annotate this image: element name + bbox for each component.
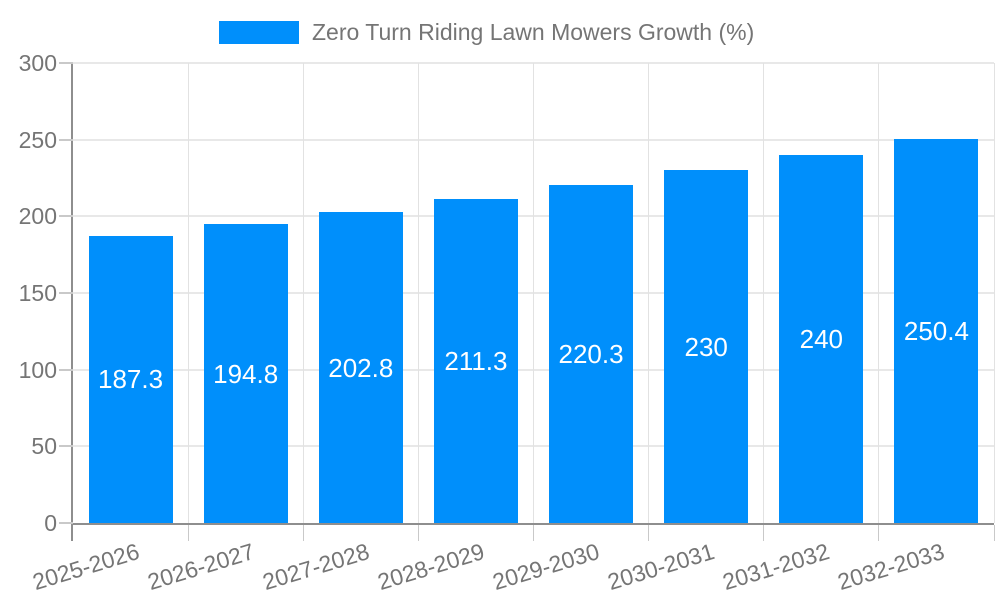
bar-value-label: 211.3 (444, 345, 508, 376)
y-axis-line (71, 63, 73, 541)
y-tick (59, 522, 73, 524)
legend-item[interactable]: Zero Turn Riding Lawn Mowers Growth (%) (219, 21, 754, 44)
x-axis-line (71, 523, 994, 525)
y-tick (59, 62, 73, 64)
plot-area: 0 50 100 150 200 250 300 187.3 2025-2026 194.8 202… (19, 51, 995, 595)
y-tick-label: 0 (44, 510, 57, 536)
bar[interactable]: 220.3 (549, 185, 634, 523)
x-tick (993, 525, 995, 541)
bar[interactable]: 202.8 (318, 212, 403, 523)
y-tick-label: 50 (31, 433, 57, 460)
y-tick (59, 292, 73, 294)
v-gridline (417, 63, 419, 523)
v-gridline (878, 63, 880, 523)
bar-value-label: 220.3 (558, 339, 624, 370)
v-gridline (533, 63, 534, 523)
y-tick-label: 200 (18, 203, 57, 230)
x-tick (878, 525, 880, 541)
y-tick (59, 138, 73, 141)
bar[interactable]: 250.4 (894, 139, 979, 523)
y-tick-label: 100 (18, 356, 57, 383)
y-tick (59, 445, 73, 448)
v-gridline (763, 63, 765, 523)
legend-label: Zero Turn Riding Lawn Mowers Growth (%) (312, 19, 755, 45)
bar[interactable]: 194.8 (203, 224, 288, 523)
legend-swatch-icon (219, 21, 299, 44)
bar-value-label: 250.4 (903, 316, 969, 347)
bar-value-label: 240 (799, 324, 843, 354)
bar-value-label: 202.8 (328, 352, 394, 383)
bar-value-label: 187.3 (98, 364, 164, 395)
x-tick (187, 525, 189, 541)
y-tick (59, 368, 73, 371)
y-tick (59, 215, 73, 218)
x-tick (648, 525, 650, 541)
y-tick-label: 150 (18, 280, 57, 306)
x-tick (763, 525, 765, 541)
x-tick (533, 525, 534, 541)
v-gridline (187, 63, 189, 523)
v-gridline (302, 63, 304, 523)
bar[interactable]: 230 (664, 170, 749, 523)
bar[interactable]: 240 (779, 155, 864, 523)
y-tick-label: 250 (18, 126, 57, 153)
bar-value-label: 230 (684, 331, 728, 362)
v-gridline (993, 63, 995, 523)
x-tick (417, 525, 419, 541)
x-tick (302, 525, 304, 541)
v-gridline (648, 63, 650, 523)
y-tick-label: 300 (18, 50, 57, 76)
bar[interactable]: 187.3 (88, 235, 173, 523)
bar-value-label: 194.8 (213, 358, 279, 389)
bar[interactable]: 211.3 (433, 199, 518, 523)
